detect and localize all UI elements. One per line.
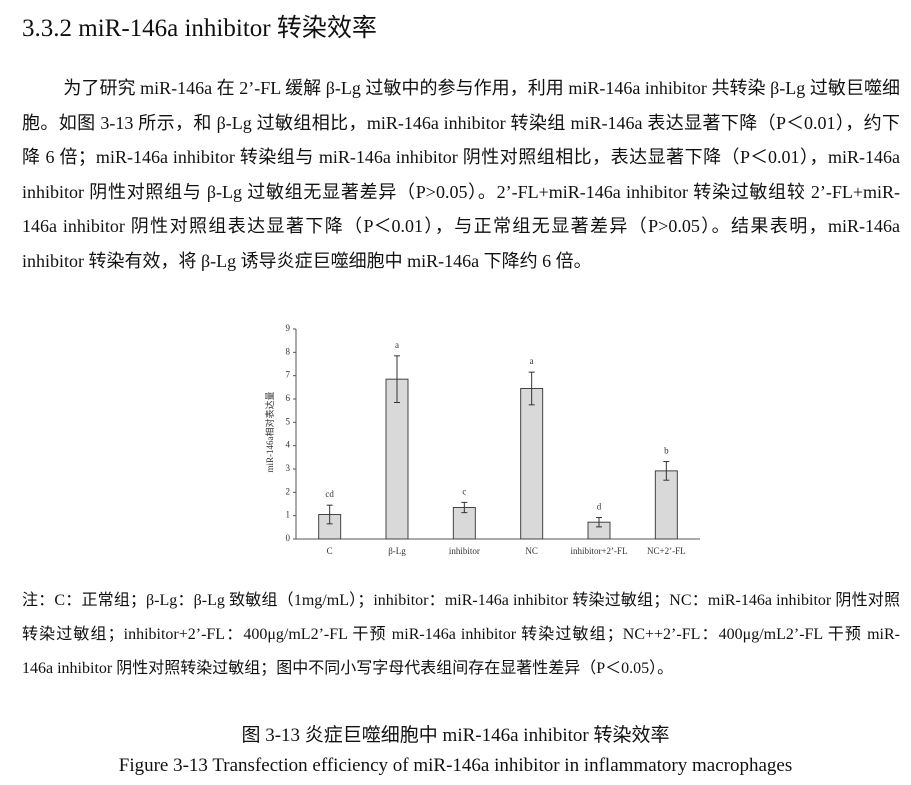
significance-letter: a — [395, 340, 399, 350]
caption-cn: 图 3-13 炎症巨噬细胞中 miR-146a inhibitor 转染效率 — [241, 725, 670, 746]
bar — [385, 378, 409, 540]
figure-notes: 注：C：正常组；β-Lg：β-Lg 致敏组（1mg/mL）；inhibitor：… — [22, 592, 900, 677]
body-paragraph: 为了研究 miR-146a 在 2’-FL 缓解 β-Lg 过敏中的参与作用，利… — [22, 78, 900, 271]
x-tick-label: inhibitor — [449, 546, 480, 556]
significance-letter: a — [530, 356, 534, 366]
y-tick-label: 1 — [286, 510, 291, 520]
y-tick-label: 5 — [286, 416, 291, 426]
x-tick-label: C — [327, 546, 333, 556]
bar — [520, 388, 544, 540]
x-tick-label: NC+2’-FL — [647, 546, 686, 556]
significance-letter: b — [664, 446, 669, 456]
y-tick-label: 9 — [286, 323, 291, 333]
significance-letter: cd — [325, 489, 334, 499]
caption-en: Figure 3-13 Transfection efficiency of m… — [118, 755, 793, 776]
y-axis-label: miR-146a相对表达量 — [264, 392, 275, 473]
y-tick-label: 3 — [286, 463, 291, 473]
y-tick-label: 7 — [286, 370, 291, 380]
y-tick-label: 4 — [286, 440, 291, 450]
y-tick-label: 0 — [286, 533, 291, 543]
x-tick-label: β-Lg — [388, 546, 406, 556]
x-tick-label: inhibitor+2’-FL — [570, 546, 627, 556]
y-tick-label: 6 — [286, 393, 291, 403]
y-tick-label: 2 — [286, 486, 291, 496]
x-tick-label: NC — [525, 546, 538, 556]
significance-letter: c — [462, 486, 466, 496]
bar — [654, 470, 678, 540]
significance-letter: d — [597, 502, 602, 512]
y-tick-label: 8 — [286, 346, 291, 356]
section-title: 3.3.2 miR-146a inhibitor 转染效率 — [22, 15, 377, 42]
